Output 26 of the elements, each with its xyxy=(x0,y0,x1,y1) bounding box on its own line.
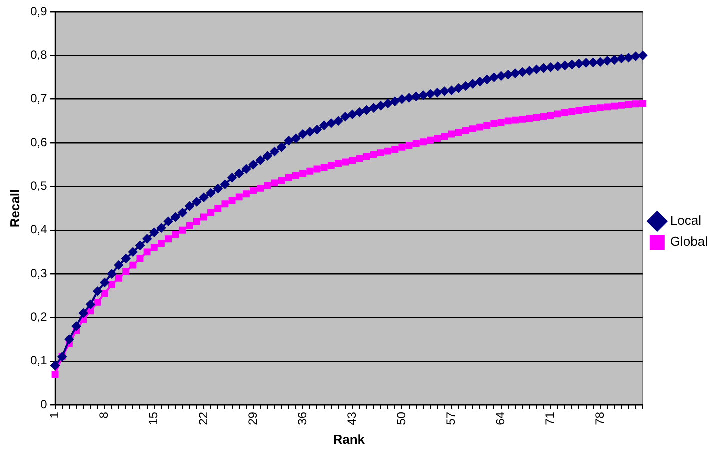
y-tick-label: 0,2 xyxy=(30,310,48,324)
y-tick-label: 0,8 xyxy=(30,48,48,62)
y-tick-label: 0,7 xyxy=(30,92,48,106)
x-tick-label: 50 xyxy=(394,412,409,426)
x-tick-label: 43 xyxy=(344,412,359,426)
y-tick-label: 0,3 xyxy=(30,266,48,280)
x-axis-title: Rank xyxy=(333,432,366,447)
x-tick-label: 57 xyxy=(444,412,458,426)
x-tick-label: 22 xyxy=(196,412,210,426)
legend-label: Local xyxy=(670,213,702,228)
x-tick-label: 78 xyxy=(592,412,607,426)
x-tick-label: 1 xyxy=(48,412,62,419)
x-tick-label: 29 xyxy=(246,412,260,426)
y-tick-label: 0,1 xyxy=(30,354,48,368)
y-tick-label: 0 xyxy=(40,397,48,412)
x-tick-label: 36 xyxy=(295,412,310,426)
x-tick-label: 64 xyxy=(494,412,508,426)
y-axis-title: Recall xyxy=(7,189,22,228)
y-tick-label: 0,4 xyxy=(30,222,48,237)
legend-label: Global xyxy=(670,234,708,250)
y-tick-label: 0,6 xyxy=(30,135,48,150)
x-tick-label: 8 xyxy=(97,412,112,419)
x-tick-label: 71 xyxy=(543,412,558,426)
y-tick-label: 0,9 xyxy=(30,4,48,18)
y-tick-label: 0,5 xyxy=(30,179,48,193)
x-tick-label: 15 xyxy=(146,412,161,426)
